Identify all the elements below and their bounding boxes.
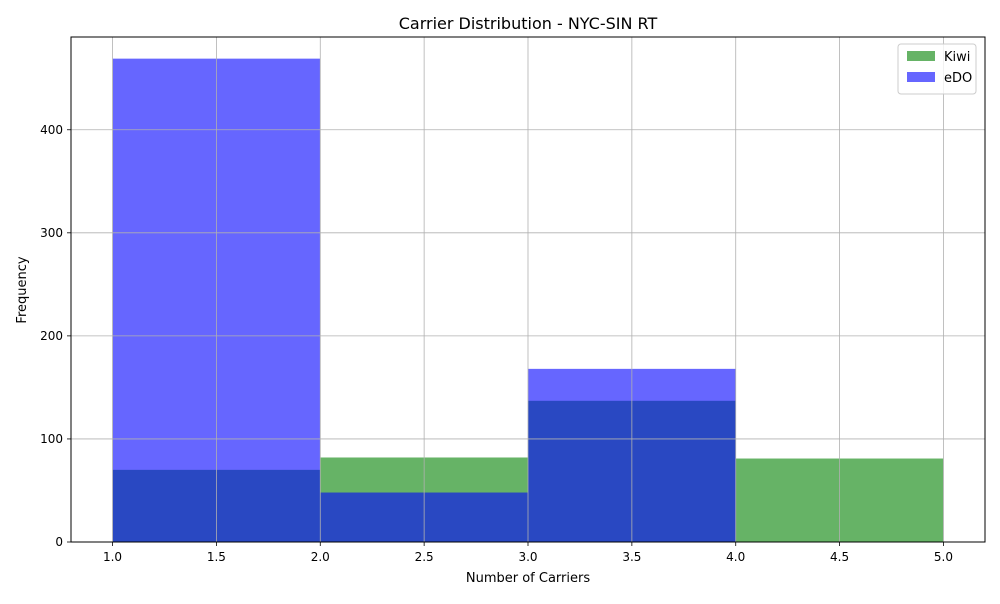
- legend-label-edo: eDO: [944, 71, 972, 86]
- chart-legend: Kiwi eDO: [897, 43, 977, 95]
- x-tick-label: 5.0: [934, 550, 953, 564]
- y-axis-ticks: 0 100 200 300 400: [40, 123, 71, 549]
- x-axis-label: Number of Carriers: [466, 571, 590, 586]
- legend-swatch-kiwi: [907, 51, 935, 61]
- x-tick-label: 4.0: [726, 550, 745, 564]
- x-tick-label: 1.5: [207, 550, 226, 564]
- y-tick-label: 300: [40, 226, 63, 240]
- x-tick-label: 3.5: [622, 550, 641, 564]
- y-axis-label: Frequency: [15, 256, 30, 323]
- x-tick-label: 4.5: [830, 550, 849, 564]
- y-tick-label: 0: [55, 535, 63, 549]
- legend-label-kiwi: Kiwi: [944, 50, 970, 65]
- x-tick-label: 1.0: [103, 550, 122, 564]
- y-tick-label: 200: [40, 329, 63, 343]
- y-tick-label: 100: [40, 432, 63, 446]
- x-tick-label: 2.0: [311, 550, 330, 564]
- chart-title: Carrier Distribution - NYC-SIN RT: [399, 14, 658, 33]
- x-tick-label: 3.0: [518, 550, 537, 564]
- x-tick-label: 2.5: [415, 550, 434, 564]
- x-axis-ticks: 1.0 1.5 2.0 2.5 3.0 3.5 4.0 4.5 5.0: [103, 542, 953, 564]
- y-tick-label: 400: [40, 123, 63, 137]
- legend-swatch-edo: [907, 72, 935, 82]
